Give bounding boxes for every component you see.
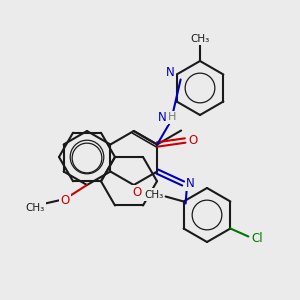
Text: N: N: [186, 177, 194, 190]
Text: O: O: [132, 187, 141, 200]
Text: O: O: [60, 194, 70, 206]
Text: Cl: Cl: [252, 232, 263, 245]
Text: CH₃: CH₃: [26, 203, 45, 213]
Text: N: N: [166, 66, 175, 79]
Text: CH₃: CH₃: [144, 190, 163, 200]
Text: O: O: [188, 134, 198, 147]
Text: N: N: [158, 111, 167, 124]
Text: H: H: [168, 112, 176, 122]
Text: CH₃: CH₃: [190, 34, 210, 44]
